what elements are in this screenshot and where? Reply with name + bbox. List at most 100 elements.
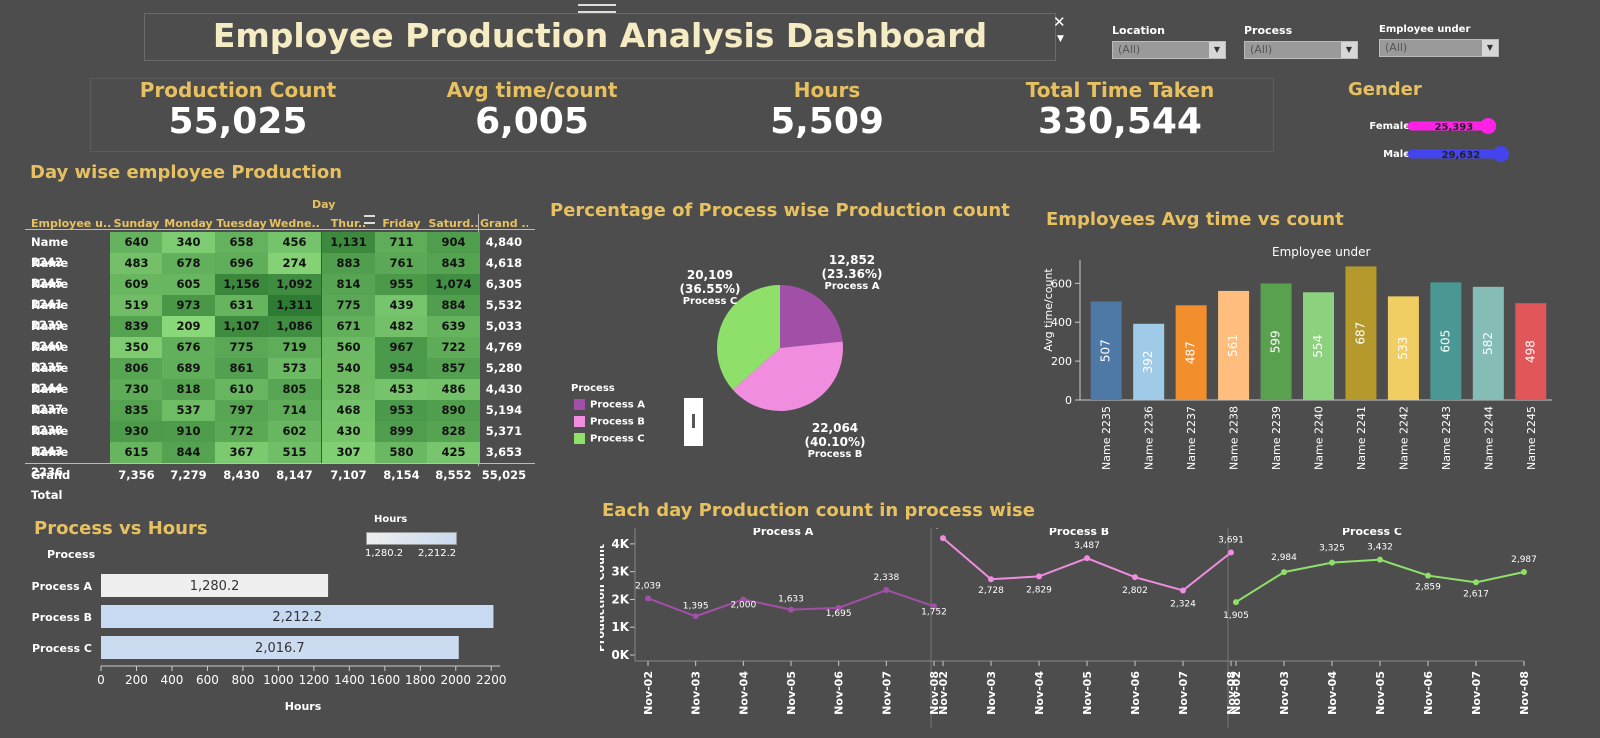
- heatmap-cell[interactable]: 775: [322, 295, 375, 316]
- chevron-down-icon[interactable]: ▼: [1482, 40, 1498, 56]
- heatmap-cell[interactable]: 730: [110, 379, 163, 400]
- heatmap-cell[interactable]: 772: [215, 421, 268, 442]
- line-point[interactable]: [1473, 579, 1479, 586]
- heatmap-cell[interactable]: 910: [162, 421, 215, 442]
- line-point[interactable]: [1329, 559, 1335, 566]
- pie-slice-process-c[interactable]: [717, 285, 780, 390]
- heatmap-cell[interactable]: 1,156: [215, 274, 268, 295]
- avg-bar[interactable]: [1430, 282, 1462, 400]
- heatmap-cell[interactable]: 890: [427, 400, 480, 421]
- heatmap-cell[interactable]: 775: [215, 337, 268, 358]
- heatmap-cell[interactable]: 843: [427, 253, 480, 274]
- line-point[interactable]: [883, 587, 890, 594]
- gender-female-dot[interactable]: [1480, 118, 1497, 134]
- heatmap-col-header[interactable]: Saturd..: [428, 217, 479, 230]
- heatmap-cell[interactable]: 954: [375, 358, 428, 379]
- heatmap-cell[interactable]: 631: [215, 295, 268, 316]
- line-point[interactable]: [931, 603, 937, 610]
- line-point[interactable]: [692, 613, 699, 620]
- heatmap-cell[interactable]: 605: [162, 274, 215, 295]
- heatmap-cell[interactable]: 955: [375, 274, 428, 295]
- avg-bar[interactable]: [1260, 283, 1292, 400]
- heatmap-col-header[interactable]: Friday: [382, 217, 421, 230]
- heatmap-cell[interactable]: 883: [322, 253, 375, 274]
- pie-slice-process-b[interactable]: [732, 341, 843, 411]
- avg-bar[interactable]: [1515, 303, 1547, 400]
- filter-employee-select[interactable]: (All) ▼: [1379, 39, 1499, 57]
- heatmap-cell[interactable]: 967: [375, 337, 428, 358]
- heatmap-cell[interactable]: 540: [322, 358, 375, 379]
- heatmap-cell[interactable]: 560: [322, 337, 375, 358]
- heatmap-cell[interactable]: 805: [268, 379, 321, 400]
- line-point[interactable]: [1132, 574, 1138, 581]
- heatmap-cell[interactable]: 1,311: [268, 295, 321, 316]
- heatmap-cell[interactable]: 658: [215, 232, 268, 253]
- filter-process-select[interactable]: (All) ▼: [1244, 41, 1358, 59]
- heatmap-cell[interactable]: 482: [375, 316, 428, 337]
- heatmap-col-header[interactable]: Grand ..: [480, 217, 528, 230]
- heatmap-col-header[interactable]: Sunday: [113, 217, 160, 230]
- line-point[interactable]: [1377, 556, 1383, 563]
- heatmap-cell[interactable]: 274: [268, 253, 321, 274]
- pie-slice-process-a[interactable]: [780, 285, 843, 348]
- avg-bar[interactable]: [1303, 292, 1334, 400]
- hours-bar[interactable]: [101, 574, 329, 597]
- heatmap-cell[interactable]: 861: [215, 358, 268, 379]
- heatmap-cell[interactable]: 515: [268, 442, 321, 463]
- heatmap-cell[interactable]: 1,074: [427, 274, 480, 295]
- line-point[interactable]: [1084, 555, 1090, 562]
- scroll-handle[interactable]: [684, 398, 703, 446]
- avg-bar[interactable]: [1218, 290, 1250, 400]
- heatmap-cell[interactable]: 857: [427, 358, 480, 379]
- heatmap-cell[interactable]: 439: [375, 295, 428, 316]
- heatmap-cell[interactable]: 761: [375, 253, 428, 274]
- heatmap-cell[interactable]: 602: [268, 421, 321, 442]
- legend-item-process-a[interactable]: Process A: [574, 399, 645, 416]
- heatmap-cell[interactable]: 671: [322, 316, 375, 337]
- heatmap-cell[interactable]: 640: [110, 232, 163, 253]
- heatmap-cell[interactable]: 930: [110, 421, 163, 442]
- drag-handle[interactable]: [578, 4, 616, 13]
- heatmap-cell[interactable]: 973: [162, 295, 215, 316]
- heatmap-cell[interactable]: 519: [110, 295, 163, 316]
- hours-bar[interactable]: [101, 636, 459, 659]
- heatmap-cell[interactable]: 580: [375, 442, 428, 463]
- heatmap-cell[interactable]: 722: [427, 337, 480, 358]
- avg-bar[interactable]: [1472, 286, 1504, 400]
- heatmap-col-header[interactable]: Wedne..: [269, 217, 320, 230]
- heatmap-cell[interactable]: 678: [162, 253, 215, 274]
- heatmap-cell[interactable]: 899: [375, 421, 428, 442]
- heatmap-cell[interactable]: 639: [427, 316, 480, 337]
- line-point[interactable]: [835, 604, 842, 611]
- heatmap-cell[interactable]: 806: [110, 358, 163, 379]
- heatmap-cell[interactable]: 1,131: [322, 232, 375, 253]
- heatmap-cell[interactable]: 828: [427, 421, 480, 442]
- avg-bar[interactable]: [1090, 301, 1122, 400]
- heatmap-col-header[interactable]: Monday: [164, 217, 213, 230]
- heatmap-cell[interactable]: 209: [162, 316, 215, 337]
- heatmap-cell[interactable]: 1,086: [268, 316, 321, 337]
- filter-location-select[interactable]: (All) ▼: [1112, 41, 1226, 59]
- heatmap-cell[interactable]: 610: [215, 379, 268, 400]
- hours-bar[interactable]: [101, 605, 494, 628]
- line-point[interactable]: [788, 606, 794, 613]
- avg-bar[interactable]: [1175, 305, 1207, 400]
- heatmap-cell[interactable]: 839: [110, 316, 163, 337]
- line-point[interactable]: [1281, 569, 1287, 576]
- heatmap-cell[interactable]: 711: [375, 232, 428, 253]
- heatmap-cell[interactable]: 676: [162, 337, 215, 358]
- heatmap-cell[interactable]: 468: [322, 400, 375, 421]
- heatmap-cell[interactable]: 818: [162, 379, 215, 400]
- heatmap-cell[interactable]: 1,107: [215, 316, 268, 337]
- line-point[interactable]: [1233, 599, 1239, 606]
- chevron-down-icon[interactable]: ▼: [1209, 42, 1225, 58]
- line-point[interactable]: [740, 596, 747, 603]
- heatmap-cell[interactable]: 367: [215, 442, 268, 463]
- heatmap-col-header[interactable]: Tuesday: [216, 217, 267, 230]
- heatmap-cell[interactable]: 425: [427, 442, 480, 463]
- heatmap-cell[interactable]: 797: [215, 400, 268, 421]
- line-point[interactable]: [1521, 569, 1527, 576]
- chevron-down-icon[interactable]: ▼: [1341, 42, 1357, 58]
- heatmap-cell[interactable]: 456: [268, 232, 321, 253]
- line-point[interactable]: [645, 595, 651, 602]
